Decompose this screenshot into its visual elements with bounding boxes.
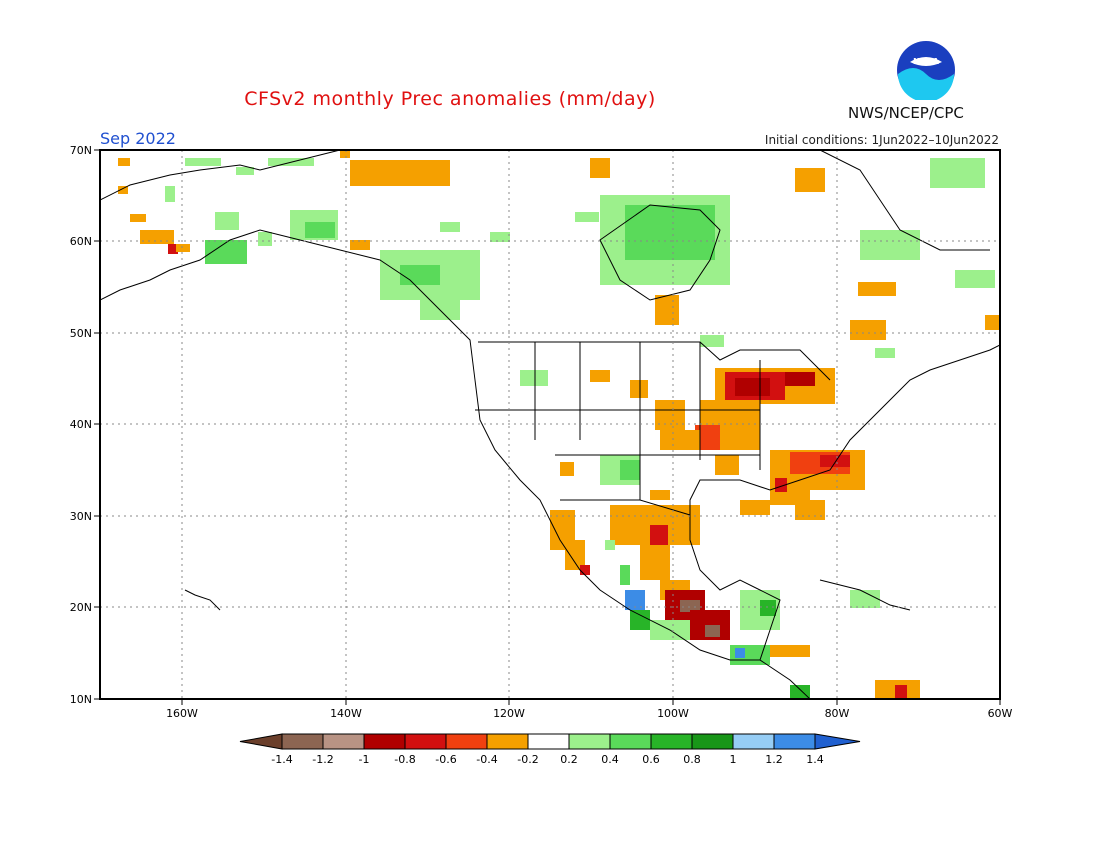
colorbar-swatch [773,733,816,750]
latitude-label: 40N [70,418,92,431]
colorbar-swatch [322,733,365,750]
colorbar-label: -0.2 [517,753,538,766]
colorbar-label: -0.4 [476,753,497,766]
colorbar-label: -0.8 [394,753,415,766]
coastline-layer [100,150,1000,699]
colorbar-label: 1 [730,753,737,766]
colorbar-swatch [445,733,488,750]
latitude-label: 50N [70,327,92,340]
longitude-label: 100W [657,707,689,720]
colorbar-swatch [281,733,324,750]
colorbar-label: 0.8 [683,753,701,766]
colorbar-swatch [732,733,775,750]
colorbar-swatch [568,733,611,750]
colorbar-swatch [404,733,447,750]
longitude-labels: 160W 140W 120W 100W 80W 60W [166,707,1012,720]
latitude-label: 10N [70,693,92,706]
colorbar-label: -1 [359,753,370,766]
month-label: Sep 2022 [100,129,176,148]
colorbar-swatch [650,733,693,750]
colorbar-label: 0.2 [560,753,578,766]
colorbar: -1.4 -1.2 -1 -0.8 -0.6 -0.4 -0.2 0.2 0.4 0.6 0.8 1 1… [239,733,861,766]
noaa-logo-icon: NOAA [897,41,955,100]
longitude-label: 60W [988,707,1013,720]
latitude-labels: 70N 60N 50N 40N 30N 20N 10N [70,144,92,706]
latitude-label: 30N [70,510,92,523]
longitude-label: 120W [493,707,525,720]
latitude-label: 70N [70,144,92,157]
colorbar-label: 1.2 [765,753,783,766]
map-title: CFSv2 monthly Prec anomalies (mm/day) [244,88,656,110]
anomaly-layer [118,150,1000,699]
colorbar-arrow-right [814,733,861,750]
colorbar-label: 1.4 [806,753,824,766]
logo-text: NOAA [913,57,939,66]
graticule [100,150,1000,699]
organization-label: NWS/NCEP/CPC [848,104,964,122]
axis-ticks [94,149,1001,705]
colorbar-label: -0.6 [435,753,456,766]
colorbar-label: 0.6 [642,753,660,766]
colorbar-swatch [691,733,734,750]
longitude-label: 160W [166,707,198,720]
colorbar-arrow-left [239,733,283,750]
colorbar-swatch [486,733,529,750]
colorbar-label: -1.4 [271,753,292,766]
latitude-label: 20N [70,601,92,614]
initial-conditions: Initial conditions: 1Jun2022–10Jun2022 [764,133,999,147]
latitude-label: 60N [70,235,92,248]
colorbar-label: 0.4 [601,753,619,766]
colorbar-swatch [363,733,406,750]
longitude-label: 140W [330,707,362,720]
colorbar-swatch [527,733,570,750]
colorbar-label: -1.2 [312,753,333,766]
colorbar-swatch [609,733,652,750]
longitude-label: 80W [825,707,850,720]
